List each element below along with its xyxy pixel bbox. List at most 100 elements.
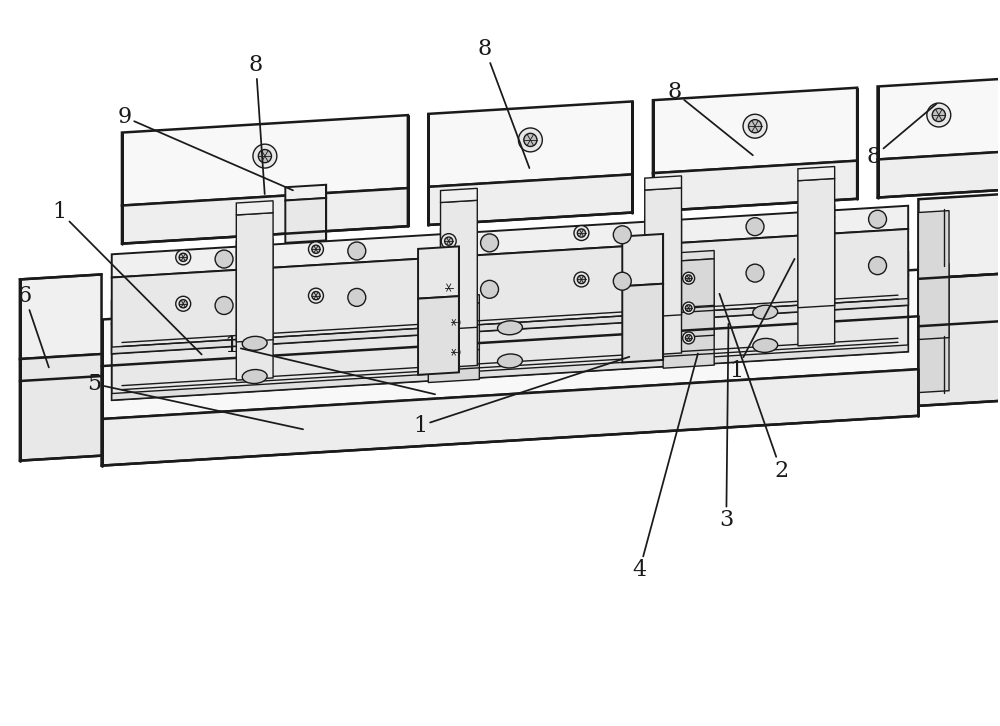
Polygon shape — [663, 258, 714, 309]
Polygon shape — [798, 166, 835, 181]
Ellipse shape — [498, 321, 522, 335]
Circle shape — [613, 226, 631, 244]
Circle shape — [869, 257, 887, 274]
Text: 5: 5 — [87, 373, 303, 429]
Polygon shape — [798, 205, 835, 219]
Circle shape — [746, 264, 764, 282]
Circle shape — [445, 283, 453, 292]
Circle shape — [312, 245, 320, 253]
Circle shape — [743, 114, 767, 138]
Polygon shape — [645, 226, 682, 355]
Polygon shape — [418, 296, 459, 375]
Polygon shape — [285, 184, 326, 200]
Polygon shape — [236, 239, 273, 253]
Polygon shape — [918, 211, 949, 340]
Text: 7: 7 — [0, 725, 1, 726]
Circle shape — [685, 305, 692, 311]
Circle shape — [683, 272, 695, 284]
Circle shape — [176, 296, 191, 311]
Polygon shape — [798, 179, 835, 308]
Circle shape — [518, 128, 542, 152]
Text: 9: 9 — [117, 106, 293, 190]
Circle shape — [613, 272, 631, 290]
Circle shape — [748, 120, 762, 133]
Circle shape — [441, 280, 456, 295]
Circle shape — [253, 144, 277, 168]
Text: 2: 2 — [719, 294, 788, 481]
Circle shape — [932, 108, 945, 121]
Text: 8: 8 — [249, 54, 265, 194]
Circle shape — [451, 349, 457, 356]
Polygon shape — [645, 214, 682, 228]
Polygon shape — [918, 264, 949, 393]
Polygon shape — [112, 229, 908, 354]
Circle shape — [574, 226, 589, 240]
Text: 1: 1 — [53, 200, 202, 354]
Polygon shape — [441, 227, 477, 240]
Circle shape — [176, 250, 191, 265]
Circle shape — [577, 229, 586, 237]
Circle shape — [448, 317, 460, 328]
Circle shape — [683, 332, 695, 344]
Ellipse shape — [498, 354, 522, 368]
Circle shape — [179, 300, 187, 308]
Circle shape — [577, 275, 586, 284]
Polygon shape — [112, 275, 908, 400]
Text: 3: 3 — [719, 324, 733, 531]
Text: 8: 8 — [866, 104, 937, 168]
Circle shape — [524, 134, 537, 147]
Circle shape — [869, 211, 887, 228]
Polygon shape — [428, 303, 479, 353]
Polygon shape — [236, 251, 273, 380]
Circle shape — [481, 234, 499, 252]
Polygon shape — [918, 273, 1000, 406]
Circle shape — [348, 288, 366, 306]
Polygon shape — [663, 250, 714, 262]
Polygon shape — [112, 252, 908, 324]
Text: 1: 1 — [224, 335, 435, 394]
Circle shape — [448, 346, 460, 358]
Polygon shape — [428, 333, 479, 383]
Text: 1: 1 — [729, 259, 795, 382]
Polygon shape — [112, 298, 908, 354]
Polygon shape — [622, 234, 663, 286]
Polygon shape — [112, 205, 908, 277]
Polygon shape — [878, 79, 1000, 160]
Ellipse shape — [753, 305, 778, 319]
Circle shape — [308, 288, 323, 303]
Polygon shape — [645, 188, 682, 317]
Polygon shape — [122, 188, 408, 244]
Polygon shape — [236, 201, 273, 215]
Polygon shape — [878, 152, 1000, 197]
Text: 8: 8 — [667, 81, 753, 155]
Text: 1: 1 — [413, 356, 629, 437]
Circle shape — [481, 280, 499, 298]
Circle shape — [179, 253, 187, 261]
Circle shape — [683, 302, 695, 314]
Ellipse shape — [753, 338, 778, 352]
Polygon shape — [102, 269, 918, 419]
Polygon shape — [441, 188, 477, 203]
Polygon shape — [428, 325, 479, 336]
Polygon shape — [653, 160, 857, 211]
Polygon shape — [653, 88, 857, 174]
Circle shape — [685, 275, 692, 282]
Polygon shape — [236, 213, 273, 342]
Circle shape — [451, 319, 457, 326]
Polygon shape — [918, 194, 1000, 279]
Ellipse shape — [242, 336, 267, 351]
Ellipse shape — [242, 370, 267, 383]
Text: 6: 6 — [18, 285, 49, 367]
Polygon shape — [441, 200, 477, 330]
Polygon shape — [122, 115, 408, 205]
Polygon shape — [645, 176, 682, 190]
Circle shape — [312, 292, 320, 300]
Text: 8: 8 — [478, 38, 529, 168]
Polygon shape — [285, 198, 326, 242]
Circle shape — [441, 234, 456, 248]
Circle shape — [215, 250, 233, 268]
Polygon shape — [112, 345, 908, 400]
Polygon shape — [428, 102, 632, 187]
Circle shape — [927, 103, 951, 127]
Circle shape — [348, 242, 366, 260]
